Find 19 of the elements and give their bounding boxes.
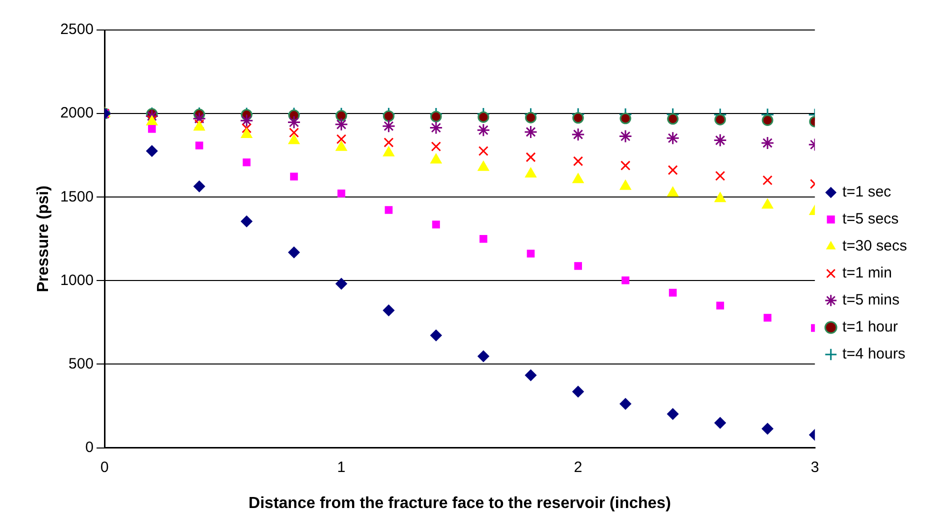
legend-label: t=1 hour xyxy=(842,318,898,336)
y-tick-label: 1000 xyxy=(60,272,94,289)
x-tick-label: 3 xyxy=(810,458,820,476)
legend-label: t=30 secs xyxy=(842,238,908,255)
x-tick-label: 1 xyxy=(337,458,346,476)
legend-label: t=4 hours xyxy=(842,346,906,363)
legend-label: t=5 mins xyxy=(842,292,900,309)
legend-label: t=1 min xyxy=(842,264,892,282)
y-tick-label: 1500 xyxy=(60,188,94,206)
x-tick-label: 2 xyxy=(574,458,582,476)
y-tick-label: 500 xyxy=(68,355,94,372)
y-axis-title: Pressure (psi) xyxy=(35,186,52,292)
y-tick-label: 0 xyxy=(85,438,94,456)
x-axis-title: Distance from the fracture face to the reservoir (inches) xyxy=(248,494,671,512)
y-tick-label: 2000 xyxy=(60,104,94,122)
legend-label: t=5 secs xyxy=(842,210,899,228)
x-tick-label: 0 xyxy=(100,458,109,476)
legend-label: t=1 sec xyxy=(842,184,892,201)
y-tick-label: 2500 xyxy=(60,21,94,38)
